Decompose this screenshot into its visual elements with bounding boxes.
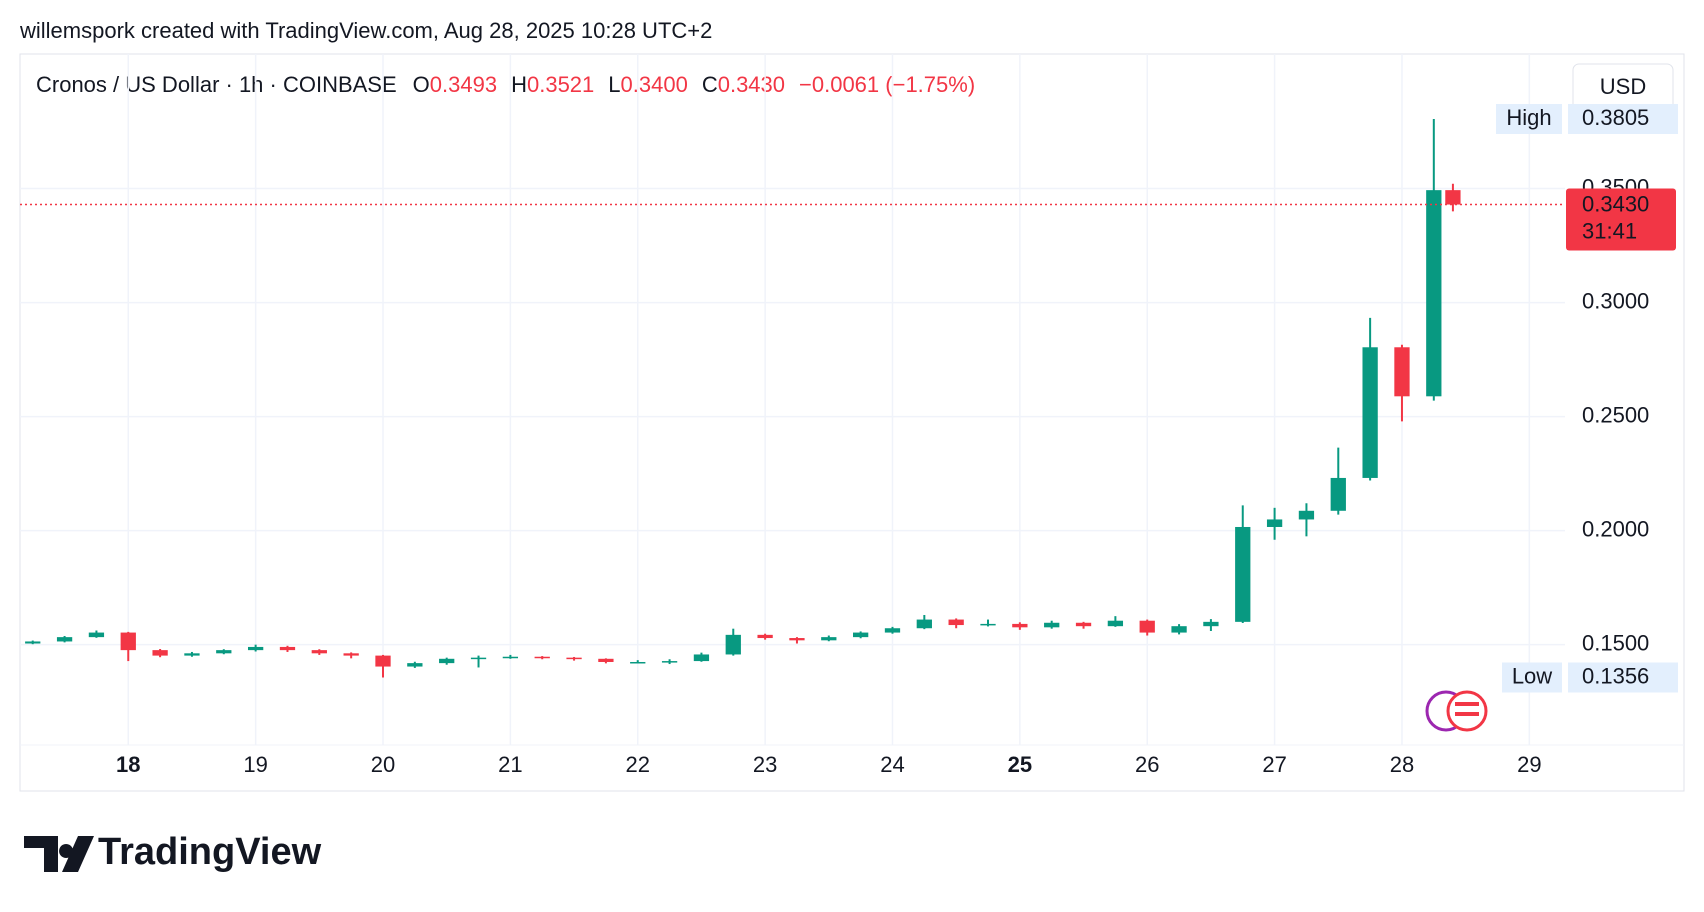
candle-body	[311, 650, 327, 654]
candle-body	[1266, 519, 1283, 527]
candle-body	[247, 646, 264, 651]
countdown: 31:41	[1582, 218, 1637, 243]
candle-body	[120, 632, 136, 651]
ohlc-label: C	[702, 72, 718, 97]
currency[interactable]: USD	[1600, 74, 1646, 99]
high-label-bg	[1496, 103, 1562, 134]
y-tick-label: 0.2500	[1582, 402, 1649, 427]
candle-body	[470, 657, 487, 660]
ohlc-label: L	[608, 72, 620, 97]
candle-body	[1171, 626, 1187, 633]
candle-body	[343, 653, 359, 656]
y-tick-label: 0.2000	[1582, 516, 1649, 541]
y-tick-label: 0.3000	[1582, 288, 1649, 313]
candle-body	[693, 654, 710, 662]
candle-body	[25, 641, 41, 644]
candle-body	[725, 634, 741, 655]
y-tick-label: 0.1500	[1582, 630, 1649, 655]
flag-icon	[1425, 690, 1488, 732]
x-tick-label: 20	[371, 752, 395, 777]
high-value-bg	[1568, 103, 1678, 134]
x-tick-label: 26	[1135, 752, 1159, 777]
candle-body	[884, 628, 901, 633]
candle-body	[1012, 623, 1028, 628]
brand: TradingView	[98, 831, 322, 873]
candle-body	[1445, 190, 1461, 205]
last-price-box	[1566, 188, 1676, 251]
candle-body	[821, 637, 837, 641]
candle-body	[1298, 510, 1315, 520]
logo-icon	[24, 836, 94, 872]
chart-frame	[19, 53, 1685, 792]
candle-body	[566, 657, 582, 660]
candle-body	[152, 650, 168, 656]
candle-body	[853, 632, 869, 638]
candle-body	[56, 637, 73, 642]
candle-body	[407, 663, 423, 667]
candle-body	[598, 658, 614, 662]
candle-body	[661, 661, 678, 663]
change: −0.0061 (−1.75%)	[799, 72, 975, 97]
symbol: Cronos / US Dollar · 1h · COINBASE	[36, 72, 397, 97]
candle-body	[1139, 620, 1155, 633]
candle-body	[1394, 347, 1410, 397]
low-value-bg	[1568, 662, 1678, 693]
candle-body	[757, 634, 773, 639]
candle-body	[439, 658, 455, 664]
low-value: 0.1356	[1582, 663, 1649, 688]
x-tick-label: 27	[1262, 752, 1286, 777]
ohlc-value: 0.3521	[527, 72, 594, 97]
candle-body	[1330, 477, 1346, 511]
candle-body	[375, 655, 391, 667]
candle-body	[1203, 621, 1219, 627]
x-tick-label: 21	[498, 752, 522, 777]
last-price-label: 0.3430	[1582, 191, 1649, 216]
candle-body	[216, 650, 232, 654]
candle-body	[502, 656, 519, 659]
low-label: Low	[1512, 663, 1552, 688]
high-label: High	[1506, 105, 1551, 130]
candle-body	[916, 619, 932, 629]
ohlc-label: H	[511, 72, 527, 97]
candle-body	[88, 632, 105, 638]
icon-flag	[1446, 690, 1488, 732]
candle-body	[980, 623, 996, 626]
candle-body	[1362, 347, 1378, 478]
candle-body	[630, 661, 646, 664]
candle-body	[789, 638, 805, 641]
ohlc-label: O	[413, 72, 430, 97]
x-tick-label: 29	[1517, 752, 1541, 777]
high-value: 0.3805	[1582, 105, 1649, 130]
ohlc-value: 0.3493	[430, 72, 497, 97]
candle-body	[184, 653, 200, 656]
x-tick-label: 23	[753, 752, 777, 777]
candles	[25, 118, 1461, 678]
brand-logo: TradingView	[24, 831, 322, 873]
x-tick-label: 25	[1008, 752, 1032, 777]
candle-body	[1044, 622, 1060, 628]
candle-body	[534, 656, 550, 659]
x-tick-label: 22	[626, 752, 650, 777]
x-tick-label: 24	[880, 752, 904, 777]
candle-body	[1235, 526, 1251, 622]
x-tick-label: 18	[116, 752, 140, 777]
x-tick-label: 19	[243, 752, 267, 777]
x-tick-label: 28	[1390, 752, 1414, 777]
candle-body	[948, 619, 964, 626]
low-label-bg	[1502, 662, 1562, 693]
caption: willemspork created with TradingView.com…	[19, 18, 712, 43]
legend-line: Cronos / US Dollar · 1h · COINBASE O0.349…	[36, 72, 975, 97]
candle-body	[279, 646, 296, 651]
candle-body	[1426, 190, 1442, 397]
candle-body	[1075, 622, 1092, 627]
icon-stripe	[1455, 712, 1479, 716]
ohlc-value: 0.3400	[621, 72, 688, 97]
icon-stripe	[1455, 702, 1479, 706]
ohlc-value: 0.3430	[718, 72, 785, 97]
candle-body	[1107, 620, 1124, 627]
